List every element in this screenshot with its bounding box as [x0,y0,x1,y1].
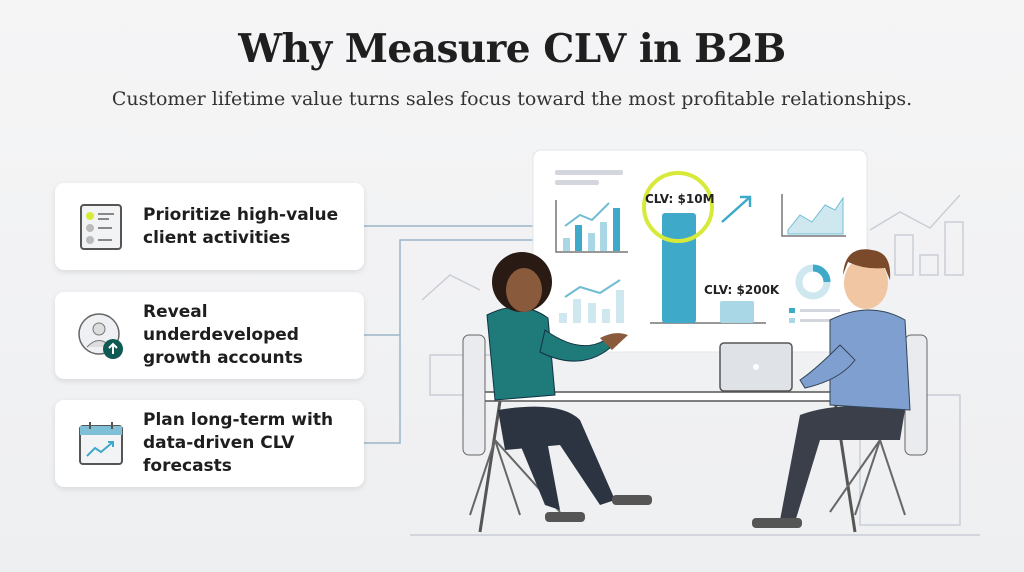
checklist-icon [80,203,122,250]
benefit-card-reveal: Reveal underdeveloped growth accounts [55,292,364,379]
high-clv-bar [662,213,696,323]
page-subtitle: Customer lifetime value turns sales focu… [111,88,913,110]
low-clv-bar [720,301,754,323]
benefit-card-plan: Plan long-term with data-driven CLV fore… [55,400,364,487]
user-growth-icon [78,312,123,359]
connector-lines [364,225,535,444]
benefit-card-prioritize: Prioritize high-value client activities [55,183,364,270]
woman-presenter [462,252,628,516]
benefit-text: Reveal underdeveloped growth accounts [143,302,303,368]
up-arrow-icon [721,196,751,223]
man-analyst [780,249,928,522]
page-title: Why Measure CLV in B2B [238,26,786,72]
benefit-text: Prioritize high-value client activities [143,204,339,248]
calendar-trend-icon [79,421,123,465]
low-clv-label: CLV: $200K [704,283,780,297]
background-sketch [410,194,980,536]
board-charts [555,170,846,324]
high-clv-label: CLV: $10M [645,192,715,206]
highlight-circle [642,171,714,243]
benefit-text: Plan long-term with data-driven CLV fore… [143,410,334,476]
